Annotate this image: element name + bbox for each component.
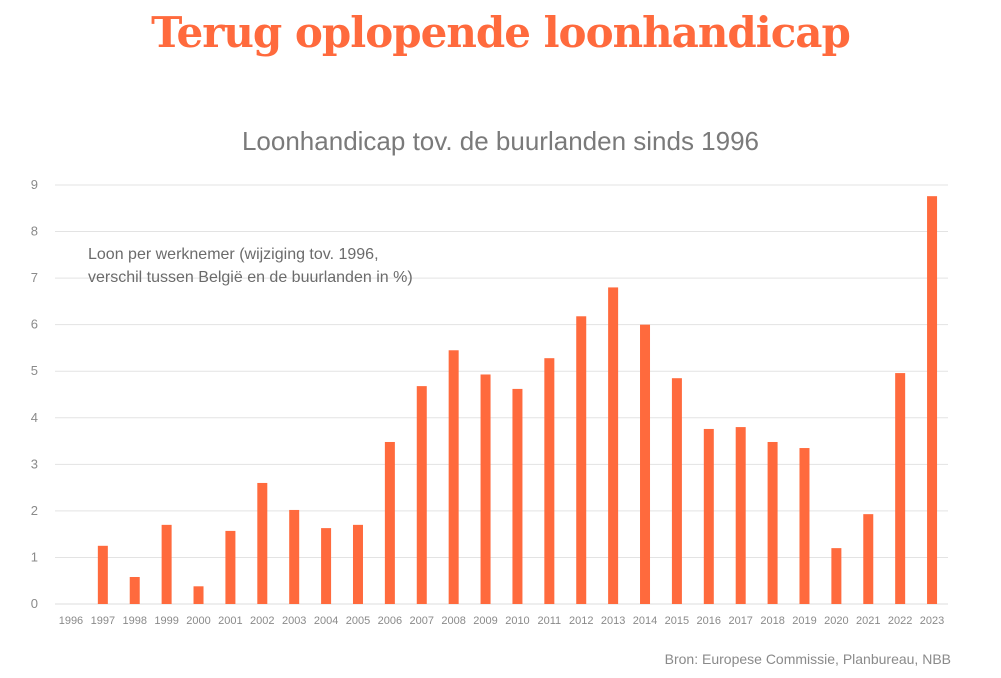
x-tick-label-2005: 2005: [346, 615, 370, 627]
y-tick-label: 8: [31, 224, 38, 239]
annotation-line-1: Loon per werknemer (wijziging tov. 1996,: [88, 246, 379, 263]
x-tick-label-2022: 2022: [888, 615, 912, 627]
y-tick-label: 7: [31, 270, 38, 285]
x-axis-ticks: 1996 1997 1998 1999 2000 2001 2002 2003 2004 2005…: [59, 615, 945, 627]
chart-annotation: Loon per werknemer (wijziging tov. 1996,…: [88, 243, 413, 289]
bar-2004: [321, 528, 332, 604]
x-tick-label-2020: 2020: [824, 615, 848, 627]
bar-2010: [512, 388, 523, 604]
x-tick-label-1996: 1996: [59, 615, 83, 627]
bar-2023: [927, 196, 938, 604]
x-tick-label-1999: 1999: [154, 615, 178, 627]
x-tick-label-2013: 2013: [601, 615, 625, 627]
y-tick-label: 3: [31, 456, 38, 471]
x-tick-label-2019: 2019: [792, 615, 816, 627]
bar-2003: [289, 509, 300, 604]
x-tick-label-2016: 2016: [697, 615, 721, 627]
bar-2007: [416, 386, 427, 604]
bar-2009: [480, 374, 491, 604]
grid-lines: [55, 184, 948, 605]
x-tick-label-2001: 2001: [218, 615, 242, 627]
y-axis-ticks: 0 1 2 3 4 5 6 7 8 9: [31, 177, 38, 611]
source-note: Bron: Europese Commissie, Planbureau, NB…: [664, 651, 951, 667]
bar-2014: [640, 324, 651, 604]
bars: [97, 196, 938, 604]
chart-title: Loonhandicap tov. de buurlanden sinds 19…: [241, 126, 760, 156]
x-tick-label-2008: 2008: [441, 615, 465, 627]
bar-2022: [895, 373, 906, 604]
bar-2011: [544, 358, 555, 604]
bar-2020: [831, 548, 842, 604]
x-tick-label-2007: 2007: [410, 615, 434, 627]
bar-2005: [352, 524, 363, 604]
x-tick-label-1997: 1997: [91, 615, 115, 627]
x-tick-label-2004: 2004: [314, 615, 338, 627]
bar-2006: [384, 441, 395, 604]
y-tick-label: 5: [31, 363, 38, 378]
x-tick-label-2006: 2006: [378, 615, 402, 627]
x-tick-label-2010: 2010: [505, 615, 529, 627]
bar-1998: [129, 576, 140, 604]
bar-2002: [257, 482, 268, 604]
x-tick-label-2023: 2023: [920, 615, 944, 627]
bar-2001: [225, 530, 236, 604]
x-tick-label-2018: 2018: [760, 615, 784, 627]
annotation-line-2: verschil tussen België en de buurlanden …: [88, 269, 413, 286]
y-tick-label: 0: [31, 596, 38, 611]
bar-2017: [735, 427, 746, 604]
x-tick-label-2014: 2014: [633, 615, 657, 627]
y-tick-label: 4: [31, 410, 38, 425]
bar-2013: [608, 287, 619, 604]
x-tick-label-2002: 2002: [250, 615, 274, 627]
bar-1997: [97, 545, 108, 604]
x-tick-label-2021: 2021: [856, 615, 880, 627]
y-tick-label: 2: [31, 503, 38, 518]
y-tick-label: 1: [31, 549, 38, 564]
x-tick-label-1998: 1998: [122, 615, 146, 627]
bar-2015: [671, 378, 682, 604]
bar-2000: [193, 586, 204, 604]
bar-2012: [576, 316, 587, 604]
bar-2019: [799, 448, 810, 604]
x-tick-label-2011: 2011: [538, 615, 562, 627]
bar-1999: [161, 524, 172, 604]
x-tick-label-2003: 2003: [282, 615, 306, 627]
x-tick-label-2015: 2015: [665, 615, 689, 627]
y-tick-label: 9: [31, 177, 38, 192]
headline: Terug oplopende loonhandicap: [151, 8, 851, 57]
bar-2018: [767, 441, 778, 604]
x-tick-label-2012: 2012: [569, 615, 593, 627]
bar-2016: [703, 428, 714, 604]
x-tick-label-2000: 2000: [186, 615, 210, 627]
bar-2008: [448, 350, 459, 604]
y-tick-label: 6: [31, 317, 38, 332]
bar-2021: [863, 514, 874, 604]
x-tick-label-2009: 2009: [473, 615, 497, 627]
x-tick-label-2017: 2017: [728, 615, 752, 627]
